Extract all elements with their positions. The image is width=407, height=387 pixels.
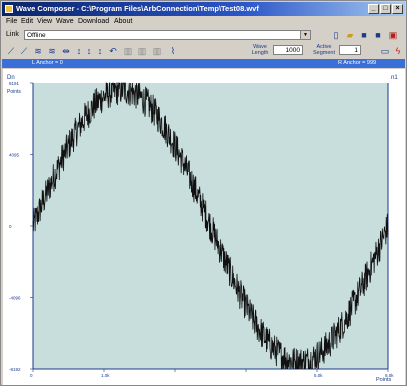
draw-curve-icon[interactable]: ⟋ <box>20 46 28 56</box>
title-bar[interactable]: Wave Composer - C:\Program Files\ArbConn… <box>2 2 405 16</box>
draw-line-icon[interactable]: ⟋ <box>7 46 15 56</box>
anchor-bar: L Anchor = 0 R Anchor = 999 <box>2 59 405 68</box>
y-tick-label: 8191 <box>9 81 20 86</box>
open-folder-icon[interactable]: ▰ <box>346 30 354 40</box>
link-select-value: Offline <box>27 32 46 39</box>
x-tick-labels: 0 1.0k 5.0k 8.0k <box>30 369 394 378</box>
x-tick-label: 1.0k <box>101 373 110 378</box>
y-tick-label: -4096 <box>9 296 21 301</box>
chevron-down-icon[interactable]: ▼ <box>300 31 310 39</box>
waveform-plot-area[interactable]: Dn n1 Points Points 8191 4095 0 -4096 -8192 … <box>3 69 405 385</box>
wave-length-label: Wave Length <box>251 44 269 56</box>
link-select[interactable]: Offline ▼ <box>24 30 311 40</box>
y-axis-label: Points <box>7 89 21 95</box>
right-anchor-readout: R Anchor = 999 <box>338 60 377 66</box>
menu-wave[interactable]: Wave <box>56 18 74 25</box>
menu-bar: File Edit View Wave Download About <box>2 17 405 28</box>
cut-icon[interactable]: ▥ <box>137 46 147 56</box>
zoom-out-icon[interactable]: ≋ <box>48 46 56 56</box>
menu-about[interactable]: About <box>114 18 133 25</box>
wave-length-field[interactable]: 1000 <box>273 45 303 55</box>
x-tick-label: 5.0k <box>314 373 323 378</box>
y-tick-label: 4095 <box>9 153 20 158</box>
menu-file[interactable]: File <box>6 18 18 25</box>
zoom-vertical-icon[interactable]: ↕ <box>76 46 82 56</box>
menu-download[interactable]: Download <box>78 18 110 25</box>
y-tick-label: 0 <box>9 224 12 229</box>
zoom-in-icon[interactable]: ≋ <box>34 46 42 56</box>
paste-icon[interactable]: ▥ <box>152 46 162 56</box>
expand-icon[interactable]: ↕ <box>97 46 103 56</box>
save-all-icon[interactable]: ■ <box>375 30 381 40</box>
print-icon[interactable]: ▣ <box>388 30 398 40</box>
minimize-button[interactable]: _ <box>368 4 379 14</box>
link-row: Link Offline ▼ ▯ ▰ ■ ■ ▣ <box>2 29 405 42</box>
waveform-series-line <box>32 82 389 370</box>
active-segment-field[interactable]: 1 <box>339 45 361 55</box>
app-icon <box>5 5 13 13</box>
download-bolt-icon[interactable]: ϟ <box>395 46 401 56</box>
copy-icon[interactable]: ▥ <box>123 46 133 56</box>
new-file-icon[interactable]: ▯ <box>333 30 339 40</box>
edit-toolbar: ⟋ ⟋ ≋ ≋ ⇹ ↕ ↕ ↕ ↶ ▥ ▥ ▥ ⌇ Wave Length 10… <box>2 43 405 59</box>
undo-icon[interactable]: ↶ <box>109 46 117 56</box>
waveform-icon[interactable]: ⌇ <box>170 46 176 56</box>
menu-edit[interactable]: Edit <box>21 18 34 25</box>
waveform-chart[interactable]: Dn n1 Points Points 819140950-4096-8192 … <box>3 69 405 385</box>
active-segment-label: Active Segment <box>312 44 335 56</box>
monitor-icon[interactable]: ▭ <box>380 46 390 56</box>
save-icon[interactable]: ■ <box>361 30 367 40</box>
link-label: Link <box>6 31 19 38</box>
top-right-label: n1 <box>391 75 398 81</box>
maximize-button[interactable]: □ <box>380 4 391 14</box>
zoom-horizontal-icon[interactable]: ⇹ <box>62 46 70 56</box>
close-button[interactable]: × <box>392 4 403 14</box>
menu-view[interactable]: View <box>37 18 53 25</box>
y-tick-labels: 8191 4095 0 -4096 -8192 <box>9 81 33 372</box>
left-anchor-readout: L Anchor = 0 <box>32 60 63 66</box>
y-tick-label: -8192 <box>9 367 21 372</box>
vertical-arrow-icon[interactable]: ↕ <box>86 46 92 56</box>
top-left-label: Dn <box>7 75 15 81</box>
x-tick-label: 8.0k <box>385 373 394 378</box>
x-axis-label: Points <box>376 377 392 383</box>
window-title: Wave Composer - C:\Program Files\ArbConn… <box>16 4 259 13</box>
x-tick-label: 0 <box>30 373 33 378</box>
